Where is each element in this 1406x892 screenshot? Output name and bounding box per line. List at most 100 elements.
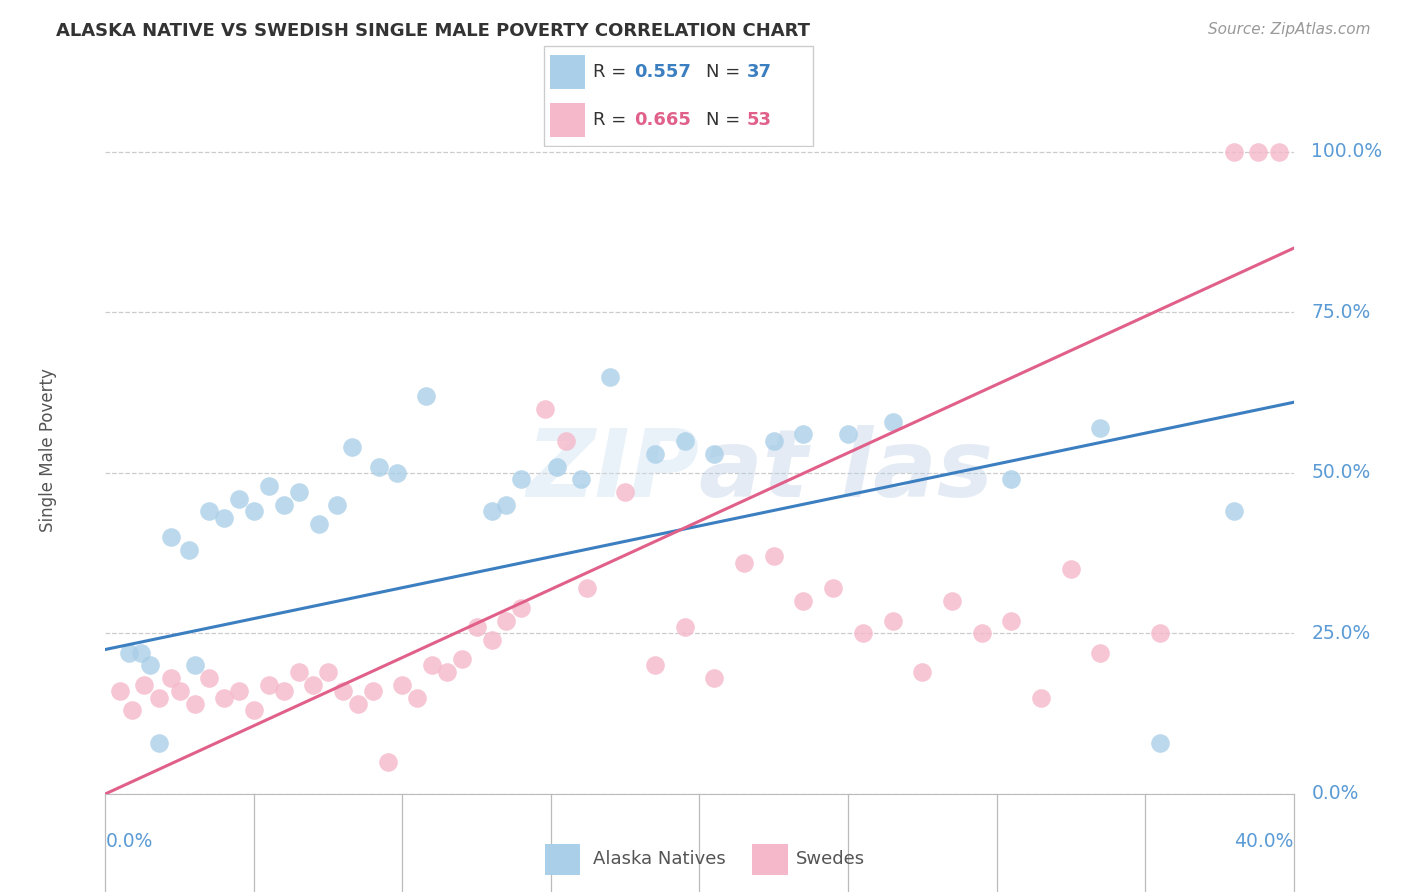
Point: [243, 504, 266, 518]
Point: [481, 632, 503, 647]
Point: [377, 755, 399, 769]
Point: [762, 434, 785, 448]
Point: [644, 658, 666, 673]
Point: [575, 582, 598, 596]
Point: [110, 684, 132, 698]
Text: 50.0%: 50.0%: [1312, 464, 1371, 483]
Text: 0.0%: 0.0%: [1312, 784, 1358, 804]
Text: 25.0%: 25.0%: [1312, 624, 1371, 643]
Point: [1149, 626, 1171, 640]
Point: [911, 665, 934, 679]
Point: [257, 479, 280, 493]
Point: [316, 665, 339, 679]
Point: [569, 472, 592, 486]
Point: [644, 447, 666, 461]
Text: 0.557: 0.557: [634, 62, 692, 81]
Point: [214, 511, 236, 525]
Point: [614, 485, 637, 500]
Point: [673, 620, 696, 634]
Point: [1267, 145, 1289, 159]
Point: [214, 690, 236, 705]
Point: [183, 658, 205, 673]
Text: ZIP: ZIP: [527, 425, 700, 517]
Point: [1060, 562, 1083, 576]
Point: [599, 369, 621, 384]
Point: [1029, 690, 1052, 705]
Point: [406, 690, 429, 705]
Bar: [550, 103, 585, 137]
Point: [228, 491, 250, 506]
Point: [1149, 735, 1171, 749]
Point: [792, 427, 814, 442]
Text: 37: 37: [747, 62, 772, 81]
Text: Single Male Poverty: Single Male Poverty: [39, 368, 58, 533]
Point: [287, 665, 309, 679]
Text: Alaska Natives: Alaska Natives: [593, 850, 725, 868]
Point: [302, 678, 325, 692]
Point: [183, 697, 205, 711]
Point: [367, 459, 389, 474]
Point: [228, 684, 250, 698]
Text: 75.0%: 75.0%: [1312, 303, 1371, 322]
Point: [495, 498, 517, 512]
Point: [1000, 614, 1022, 628]
Point: [129, 646, 152, 660]
Bar: [550, 55, 585, 88]
Point: [762, 549, 785, 564]
Text: 0.0%: 0.0%: [105, 831, 153, 851]
Point: [1247, 145, 1270, 159]
Point: [198, 504, 221, 518]
Text: R =: R =: [593, 62, 633, 81]
Text: ALASKA NATIVE VS SWEDISH SINGLE MALE POVERTY CORRELATION CHART: ALASKA NATIVE VS SWEDISH SINGLE MALE POV…: [56, 22, 810, 40]
Text: 53: 53: [747, 111, 772, 129]
Point: [495, 614, 517, 628]
Text: Swedes: Swedes: [796, 850, 865, 868]
Point: [148, 690, 170, 705]
Point: [1000, 472, 1022, 486]
Point: [159, 530, 181, 544]
Point: [1223, 504, 1246, 518]
Point: [703, 671, 725, 685]
Point: [534, 401, 557, 416]
Point: [420, 658, 443, 673]
Point: [823, 582, 845, 596]
Point: [415, 389, 437, 403]
Point: [257, 678, 280, 692]
Bar: [752, 844, 787, 874]
Point: [159, 671, 181, 685]
Point: [703, 447, 725, 461]
Point: [361, 684, 384, 698]
Text: N =: N =: [706, 62, 745, 81]
Point: [1090, 646, 1112, 660]
Text: 100.0%: 100.0%: [1312, 143, 1382, 161]
Point: [132, 678, 155, 692]
Point: [1223, 145, 1246, 159]
Point: [792, 594, 814, 608]
Point: [673, 434, 696, 448]
Point: [148, 735, 170, 749]
Point: [332, 684, 354, 698]
Text: at las: at las: [700, 425, 994, 517]
Point: [510, 600, 533, 615]
Point: [1090, 421, 1112, 435]
Text: 0.665: 0.665: [634, 111, 692, 129]
Point: [169, 684, 191, 698]
Point: [243, 703, 266, 717]
Point: [554, 434, 576, 448]
Point: [481, 504, 503, 518]
Point: [436, 665, 458, 679]
Point: [391, 678, 413, 692]
Text: 40.0%: 40.0%: [1234, 831, 1294, 851]
Point: [510, 472, 533, 486]
Point: [118, 646, 141, 660]
Point: [347, 697, 370, 711]
Point: [308, 517, 330, 532]
Point: [287, 485, 309, 500]
Point: [177, 543, 200, 558]
Text: R =: R =: [593, 111, 633, 129]
Point: [733, 556, 755, 570]
Point: [385, 466, 408, 480]
Point: [970, 626, 993, 640]
Point: [837, 427, 859, 442]
Text: Source: ZipAtlas.com: Source: ZipAtlas.com: [1208, 22, 1371, 37]
